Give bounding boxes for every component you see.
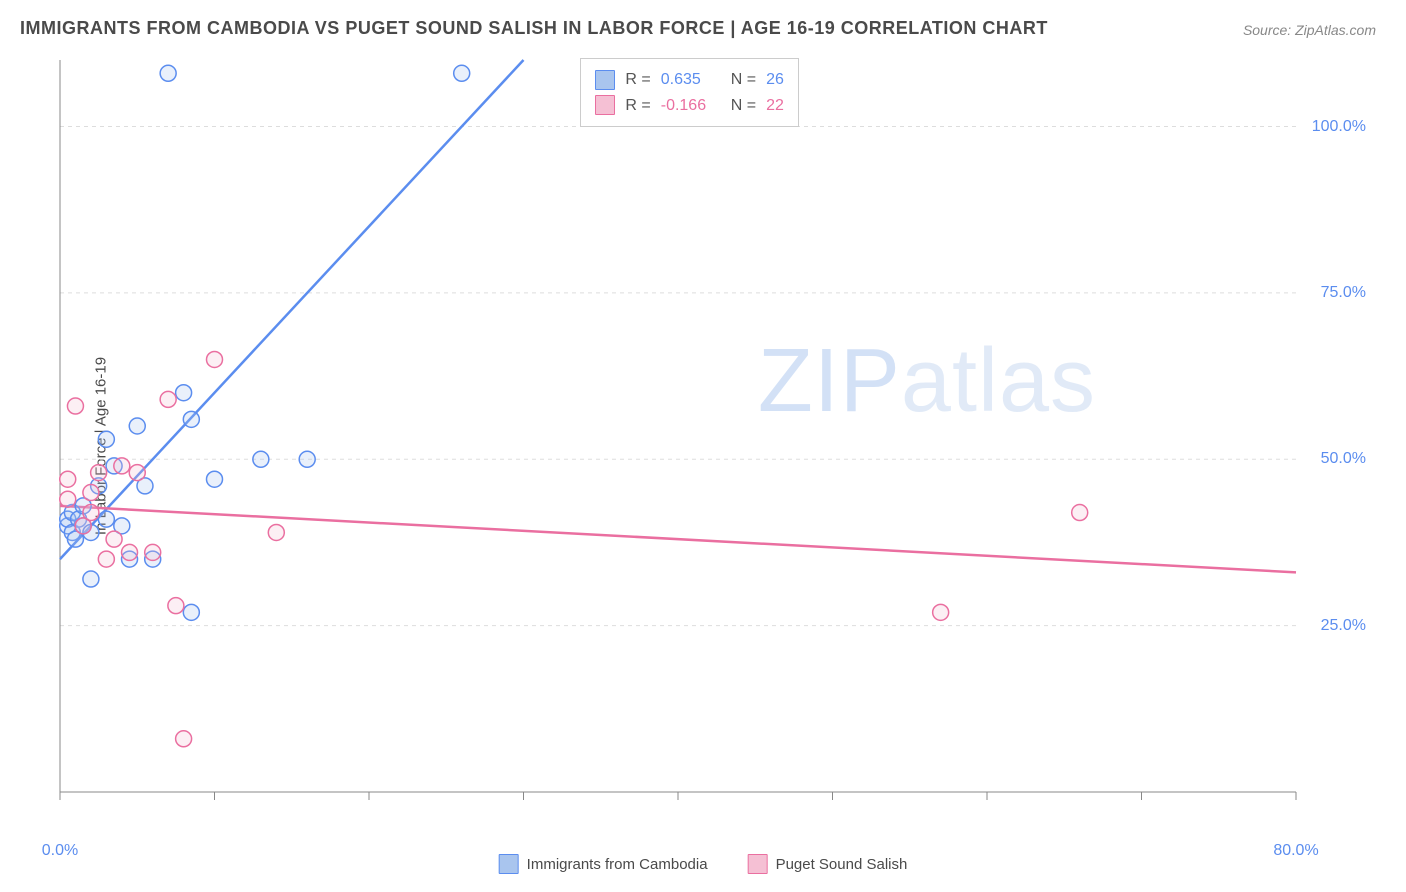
legend: Immigrants from Cambodia Puget Sound Sali… bbox=[499, 854, 908, 874]
legend-swatch bbox=[748, 854, 768, 874]
n-label: N = bbox=[731, 93, 756, 119]
source-attribution: Source: ZipAtlas.com bbox=[1243, 22, 1376, 38]
stats-box: R = 0.635 N = 26 R = -0.166 N = 22 bbox=[580, 58, 798, 127]
legend-label: Immigrants from Cambodia bbox=[527, 856, 708, 873]
legend-swatch bbox=[499, 854, 519, 874]
n-label: N = bbox=[731, 67, 756, 93]
r-value: -0.166 bbox=[661, 93, 721, 119]
chart-area: ZIPatlas R =0.635N =26R =-0.166N =22 25.… bbox=[50, 50, 1376, 832]
stats-row: R = 0.635 N = 26 bbox=[595, 67, 783, 93]
n-value: 26 bbox=[766, 67, 784, 93]
stats-swatch bbox=[595, 95, 615, 115]
y-tick-label: 75.0% bbox=[1321, 284, 1366, 302]
r-label: R = bbox=[625, 67, 650, 93]
stats-row: R = -0.166 N = 22 bbox=[595, 93, 783, 119]
legend-item: Puget Sound Salish bbox=[748, 854, 908, 874]
scatter-plot bbox=[50, 50, 1376, 832]
r-value: 0.635 bbox=[661, 67, 721, 93]
legend-item: Immigrants from Cambodia bbox=[499, 854, 708, 874]
x-tick-label: 0.0% bbox=[42, 842, 78, 860]
n-value: 22 bbox=[766, 93, 784, 119]
chart-title: IMMIGRANTS FROM CAMBODIA VS PUGET SOUND … bbox=[20, 18, 1048, 39]
stats-swatch bbox=[595, 70, 615, 90]
legend-label: Puget Sound Salish bbox=[776, 856, 908, 873]
x-tick-label: 80.0% bbox=[1273, 842, 1318, 860]
y-tick-label: 25.0% bbox=[1321, 617, 1366, 635]
y-tick-label: 100.0% bbox=[1312, 118, 1366, 136]
r-label: R = bbox=[625, 93, 650, 119]
y-tick-label: 50.0% bbox=[1321, 450, 1366, 468]
